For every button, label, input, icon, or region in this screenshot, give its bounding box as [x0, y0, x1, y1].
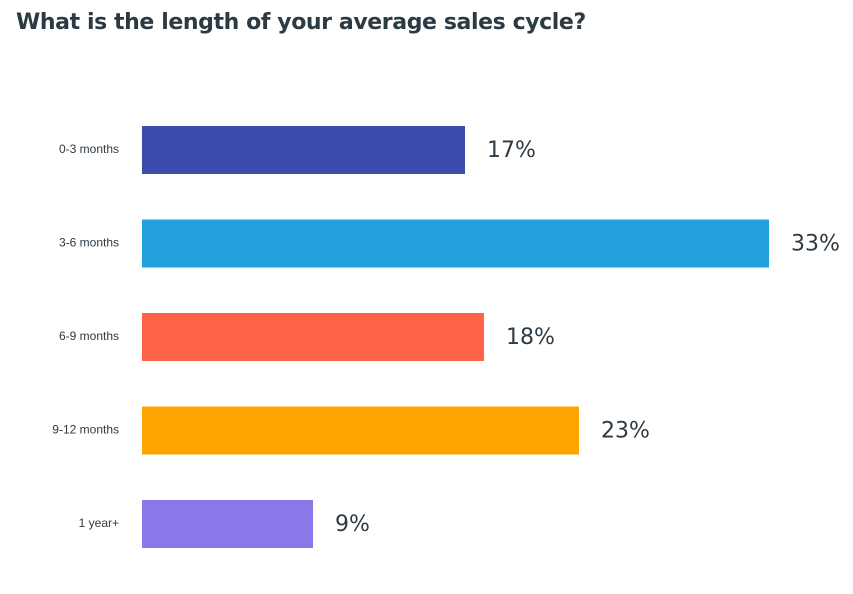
value-label-6-9-months: 18% [506, 325, 555, 350]
category-label-1-year: 1 year+ [79, 516, 119, 530]
bar-9-12-months [142, 406, 579, 455]
category-label-0-3-months: 0-3 months [59, 142, 119, 156]
category-label-3-6-months: 3-6 months [59, 236, 119, 250]
value-label-1-year: 9% [335, 512, 370, 537]
value-label-3-6-months: 33% [791, 232, 840, 257]
value-label-0-3-months: 17% [487, 138, 536, 163]
category-label-6-9-months: 6-9 months [59, 329, 119, 343]
category-label-9-12-months: 9-12 months [52, 423, 119, 437]
bar-3-6-months [142, 219, 769, 268]
bar-6-9-months [142, 313, 484, 361]
bar-0-3-months [142, 126, 465, 174]
bar-1-year [142, 500, 313, 548]
chart-title: What is the length of your average sales… [16, 10, 586, 35]
value-label-9-12-months: 23% [601, 419, 650, 444]
